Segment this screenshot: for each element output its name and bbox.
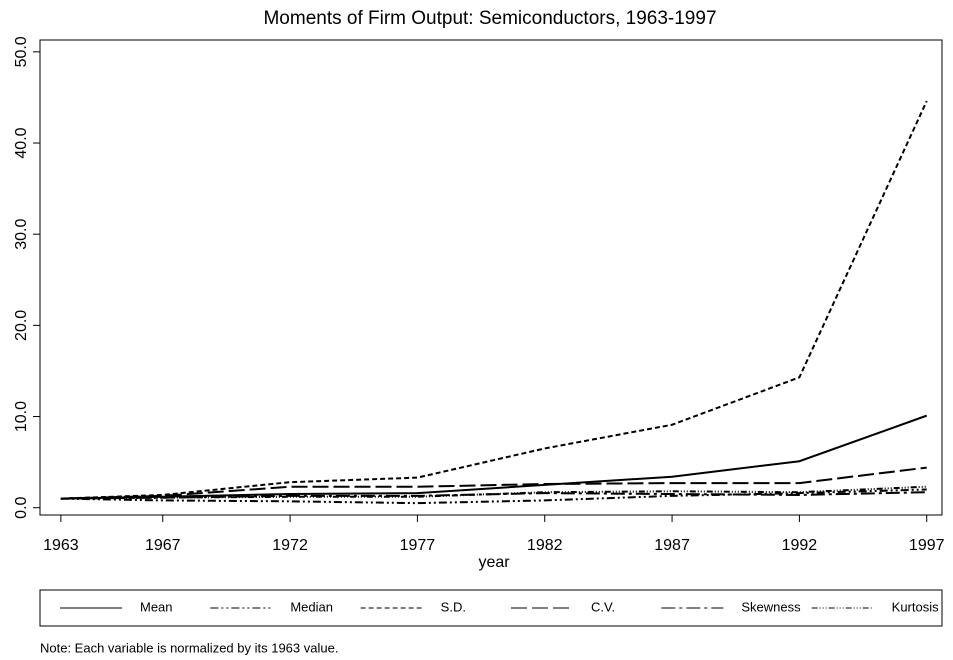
x-tick-label: 1997 [909, 537, 945, 554]
y-tick-label: 30.0 [13, 219, 30, 250]
line-series [60, 414, 928, 500]
chart-title: Moments of Firm Output: Semiconductors, … [263, 8, 716, 29]
legend-box [39, 589, 943, 627]
line-series [60, 485, 927, 500]
line-series [60, 491, 927, 500]
x-tick-label: 1992 [782, 537, 818, 554]
legend-label: Skewness [741, 599, 801, 614]
line-series [60, 466, 927, 500]
legend-label: Kurtosis [892, 599, 939, 614]
line-series [60, 100, 928, 500]
x-tick-label: 1982 [527, 537, 563, 554]
y-tick-label: 20.0 [13, 310, 30, 341]
x-tick-label: 1967 [145, 537, 181, 554]
y-tick-label: 10.0 [13, 401, 30, 432]
x-tick-label: 1963 [43, 537, 79, 554]
x-tick-label: 1977 [400, 537, 436, 554]
line-series [60, 488, 927, 505]
y-tick-label: 50.0 [13, 36, 30, 67]
legend-label: S.D. [441, 599, 466, 614]
y-tick-label: 40.0 [13, 127, 30, 158]
legend-label: Mean [140, 599, 173, 614]
legend-label: Median [290, 599, 333, 614]
plot-frame [39, 39, 943, 516]
legend-label: C.V. [591, 599, 615, 614]
x-tick-label: 1972 [272, 537, 308, 554]
x-axis-label: year [478, 554, 510, 571]
y-tick-label: 0.0 [13, 496, 30, 518]
x-tick-label: 1987 [654, 537, 690, 554]
note: Note: Each variable is normalized by its… [40, 640, 338, 655]
